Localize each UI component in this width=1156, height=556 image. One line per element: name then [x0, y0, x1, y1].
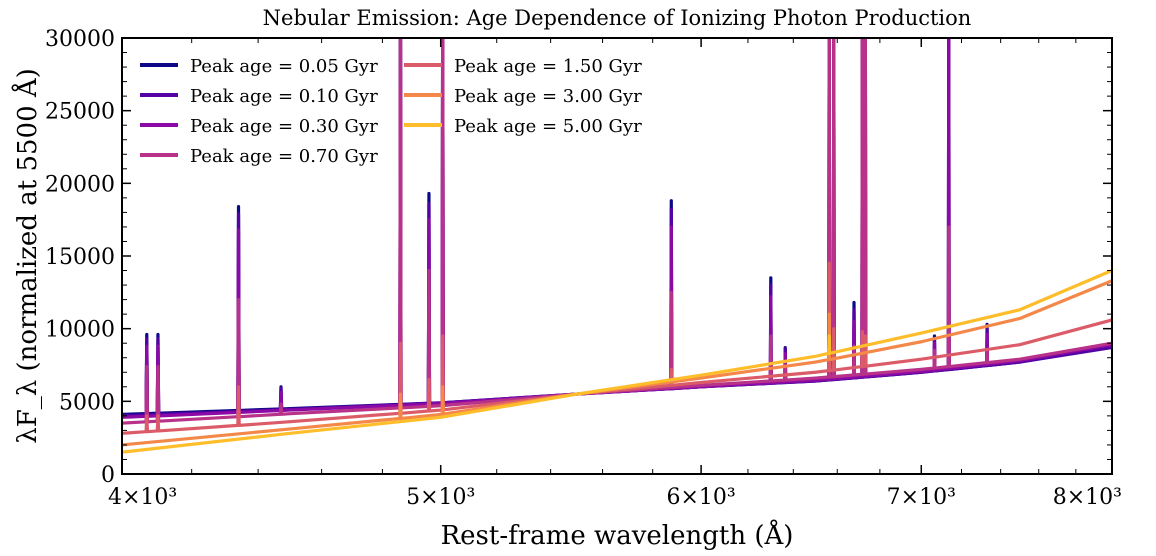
x-tick-label: 4×10³ — [108, 485, 177, 510]
series-layer — [122, 38, 1112, 454]
legend-label: Peak age = 3.00 Gyr — [454, 86, 642, 107]
axis-tick-labels: 0 5000 10000 15000 20000 25000 30000 4×10³ 5×10³… — [45, 27, 1122, 510]
legend-item: Peak age = 0.30 Gyr — [140, 116, 378, 137]
y-tick-label: 25000 — [45, 100, 115, 125]
x-tick-label: 8×10³ — [1053, 485, 1122, 510]
x-tick-label: 7×10³ — [887, 485, 956, 510]
legend-item: Peak age = 0.05 Gyr — [140, 56, 378, 77]
axis-ticks — [121, 37, 1113, 475]
y-tick-label: 20000 — [45, 172, 115, 197]
legend: Peak age = 0.05 Gyr Peak age = 0.10 Gyr Pe… — [140, 56, 642, 167]
x-tick-label: 6×10³ — [666, 485, 735, 510]
y-axis-title: λF_λ (normalized at 5500 Å) — [11, 68, 43, 444]
x-tick-label: 5×10³ — [406, 485, 475, 510]
legend-item: Peak age = 3.00 Gyr — [404, 86, 642, 107]
chart-title: Nebular Emission: Age Dependence of Ioni… — [263, 6, 972, 30]
y-tick-label: 5000 — [59, 390, 115, 415]
legend-item: Peak age = 1.50 Gyr — [404, 56, 642, 77]
series-line-5 — [122, 279, 1112, 447]
series-line-6 — [122, 269, 1112, 454]
series-line-4 — [122, 261, 1112, 435]
legend-label: Peak age = 0.10 Gyr — [190, 86, 378, 107]
y-tick-label: 0 — [101, 463, 115, 488]
legend-item: Peak age = 0.70 Gyr — [140, 146, 378, 167]
legend-label: Peak age = 1.50 Gyr — [454, 56, 642, 77]
x-axis-title: Rest-frame wavelength (Å) — [441, 519, 794, 551]
legend-label: Peak age = 5.00 Gyr — [454, 116, 642, 137]
legend-label: Peak age = 0.05 Gyr — [190, 56, 378, 77]
legend-label: Peak age = 0.30 Gyr — [190, 116, 378, 137]
y-tick-label: 30000 — [45, 27, 115, 52]
legend-label: Peak age = 0.70 Gyr — [190, 146, 378, 167]
y-tick-label: 15000 — [45, 245, 115, 270]
series-line-3 — [122, 38, 1112, 425]
y-tick-label: 10000 — [45, 318, 115, 343]
legend-item: Peak age = 5.00 Gyr — [404, 116, 642, 137]
legend-item: Peak age = 0.10 Gyr — [140, 86, 378, 107]
